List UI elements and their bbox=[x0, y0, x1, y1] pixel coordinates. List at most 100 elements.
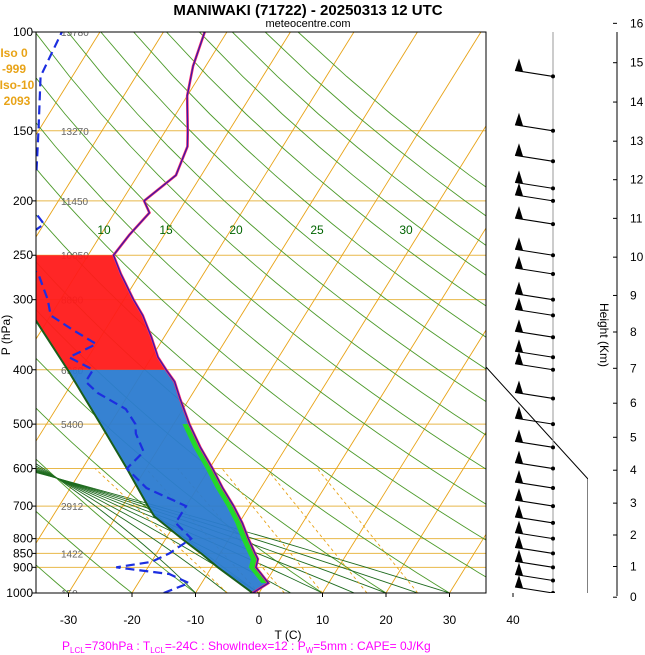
mixing-ratio-label: 8 bbox=[316, 593, 322, 604]
pressure-tick-label: 300 bbox=[13, 293, 33, 307]
wind-barb bbox=[514, 562, 555, 583]
wind-barb-flag bbox=[515, 429, 523, 443]
height-tick-label: 2 bbox=[630, 528, 637, 542]
dry-adiabat bbox=[36, 261, 450, 593]
wind-barb-station-dot bbox=[551, 536, 555, 541]
dry-adiabat bbox=[36, 167, 486, 541]
height-tick-label: 3 bbox=[630, 496, 637, 510]
wind-barb-station-dot bbox=[551, 186, 555, 191]
wind-barb-station-dot bbox=[551, 198, 555, 203]
wind-barb-flag bbox=[515, 450, 523, 464]
wind-barb-flag bbox=[515, 112, 523, 126]
height-tick-label: 9 bbox=[630, 288, 637, 302]
wind-barb bbox=[514, 170, 555, 191]
wind-barb bbox=[514, 297, 555, 318]
dry-adiabat bbox=[36, 122, 486, 505]
pressure-tick-label: 900 bbox=[13, 560, 33, 574]
wind-barb-flag bbox=[515, 143, 523, 157]
wind-barb bbox=[514, 549, 555, 570]
wind-barb-shaft bbox=[514, 440, 554, 448]
wind-barb bbox=[514, 504, 555, 525]
dry-adiabat bbox=[264, 32, 486, 217]
height-tick-label: 4 bbox=[630, 463, 637, 477]
geopotential-label: 11450 bbox=[61, 197, 89, 208]
isotherm-line bbox=[449, 533, 486, 593]
wind-barb bbox=[514, 406, 555, 427]
height-tick-label: 13 bbox=[630, 134, 644, 148]
wind-barb bbox=[514, 470, 555, 491]
temperature-tick-label: -20 bbox=[123, 613, 141, 627]
inset-clip-group bbox=[486, 32, 588, 593]
wind-barb bbox=[514, 143, 555, 164]
moist-adiabat bbox=[36, 467, 260, 593]
wind-barb-shaft bbox=[514, 546, 554, 554]
wind-barb-station-dot bbox=[551, 445, 555, 450]
height-axis-label: Height (Km) bbox=[597, 303, 611, 367]
wind-barb-shaft bbox=[514, 181, 554, 189]
inset-outline bbox=[486, 366, 588, 593]
wind-barb-flag bbox=[515, 520, 523, 534]
wind-barb-station-dot bbox=[551, 504, 555, 509]
x-axis-label: T (C) bbox=[274, 628, 301, 642]
wind-barb-flag bbox=[515, 535, 523, 549]
profile-layer: 3 5 8 12 20 bbox=[36, 32, 377, 604]
wind-barb-shaft bbox=[514, 350, 554, 358]
mixing-ratio-label: 3 bbox=[240, 593, 246, 604]
theta-e-label: 25 bbox=[310, 223, 324, 237]
wind-barb-flag bbox=[515, 504, 523, 518]
wind-barb bbox=[514, 575, 555, 593]
plot-frame bbox=[35, 31, 487, 594]
wind-barb-station-dot bbox=[551, 422, 555, 427]
moist-adiabat bbox=[36, 471, 418, 593]
temperature-profile-core-line bbox=[112, 32, 270, 593]
moist-adiabat bbox=[36, 472, 450, 593]
temperature-tick-label: 10 bbox=[316, 613, 330, 627]
footer-showindex: 12 bbox=[274, 639, 288, 653]
mixing-ratio-line bbox=[94, 468, 228, 593]
wind-barb bbox=[514, 206, 555, 227]
wind-barb bbox=[514, 429, 555, 450]
shaded-layer-blue bbox=[67, 369, 269, 593]
dry-adiabat bbox=[297, 32, 486, 188]
pressure-tick-label: 400 bbox=[13, 363, 33, 377]
wind-barb-shaft bbox=[514, 586, 554, 593]
wind-barb bbox=[514, 380, 555, 401]
wind-barb-flag bbox=[515, 297, 523, 311]
moist-adiabat bbox=[36, 465, 228, 593]
height-tick-label: 14 bbox=[630, 95, 644, 109]
geopotential-label: 15780 bbox=[61, 28, 89, 39]
dry-adiabat bbox=[199, 32, 486, 276]
wind-barb-station-dot bbox=[551, 367, 555, 372]
wind-barb bbox=[514, 351, 555, 372]
height-tick-label: 0 bbox=[630, 590, 637, 604]
theta-e-label: 10 bbox=[97, 223, 111, 237]
wind-barb-station-dot bbox=[551, 486, 555, 491]
wind-barb-station-dot bbox=[551, 396, 555, 401]
wind-barb-flag bbox=[515, 549, 523, 563]
height-tick-label: 10 bbox=[630, 250, 644, 264]
temperature-tick-label: 40 bbox=[506, 613, 520, 627]
wind-barb-shaft bbox=[514, 267, 554, 275]
mixing-ratio-label: 12 bbox=[365, 593, 377, 604]
wind-barb-shaft bbox=[514, 573, 554, 582]
mixing-ratio-line bbox=[317, 468, 419, 593]
temperature-tick-label: 30 bbox=[443, 613, 457, 627]
wind-barb bbox=[514, 237, 555, 258]
geopotential-label: 1422 bbox=[61, 549, 84, 560]
wind-barb-shaft bbox=[514, 499, 554, 507]
temperature-tick-label: -30 bbox=[60, 613, 78, 627]
geopotential-label: 5400 bbox=[61, 420, 84, 431]
wind-barb-shaft bbox=[514, 560, 554, 568]
wind-barb-flag bbox=[515, 351, 523, 365]
axis-layer: 1001502002503004005006007008008509001000… bbox=[6, 16, 643, 627]
wind-barb-flag bbox=[515, 488, 523, 502]
wind-barb bbox=[514, 339, 555, 360]
wind-barb-shaft bbox=[514, 124, 554, 132]
wind-barb-flag bbox=[515, 182, 523, 196]
dry-adiabat bbox=[36, 458, 196, 593]
wind-barb-flag bbox=[515, 380, 523, 394]
wind-barb bbox=[514, 450, 555, 471]
wind-barb-flag bbox=[515, 339, 523, 353]
geopotential-label: 13270 bbox=[61, 127, 89, 138]
